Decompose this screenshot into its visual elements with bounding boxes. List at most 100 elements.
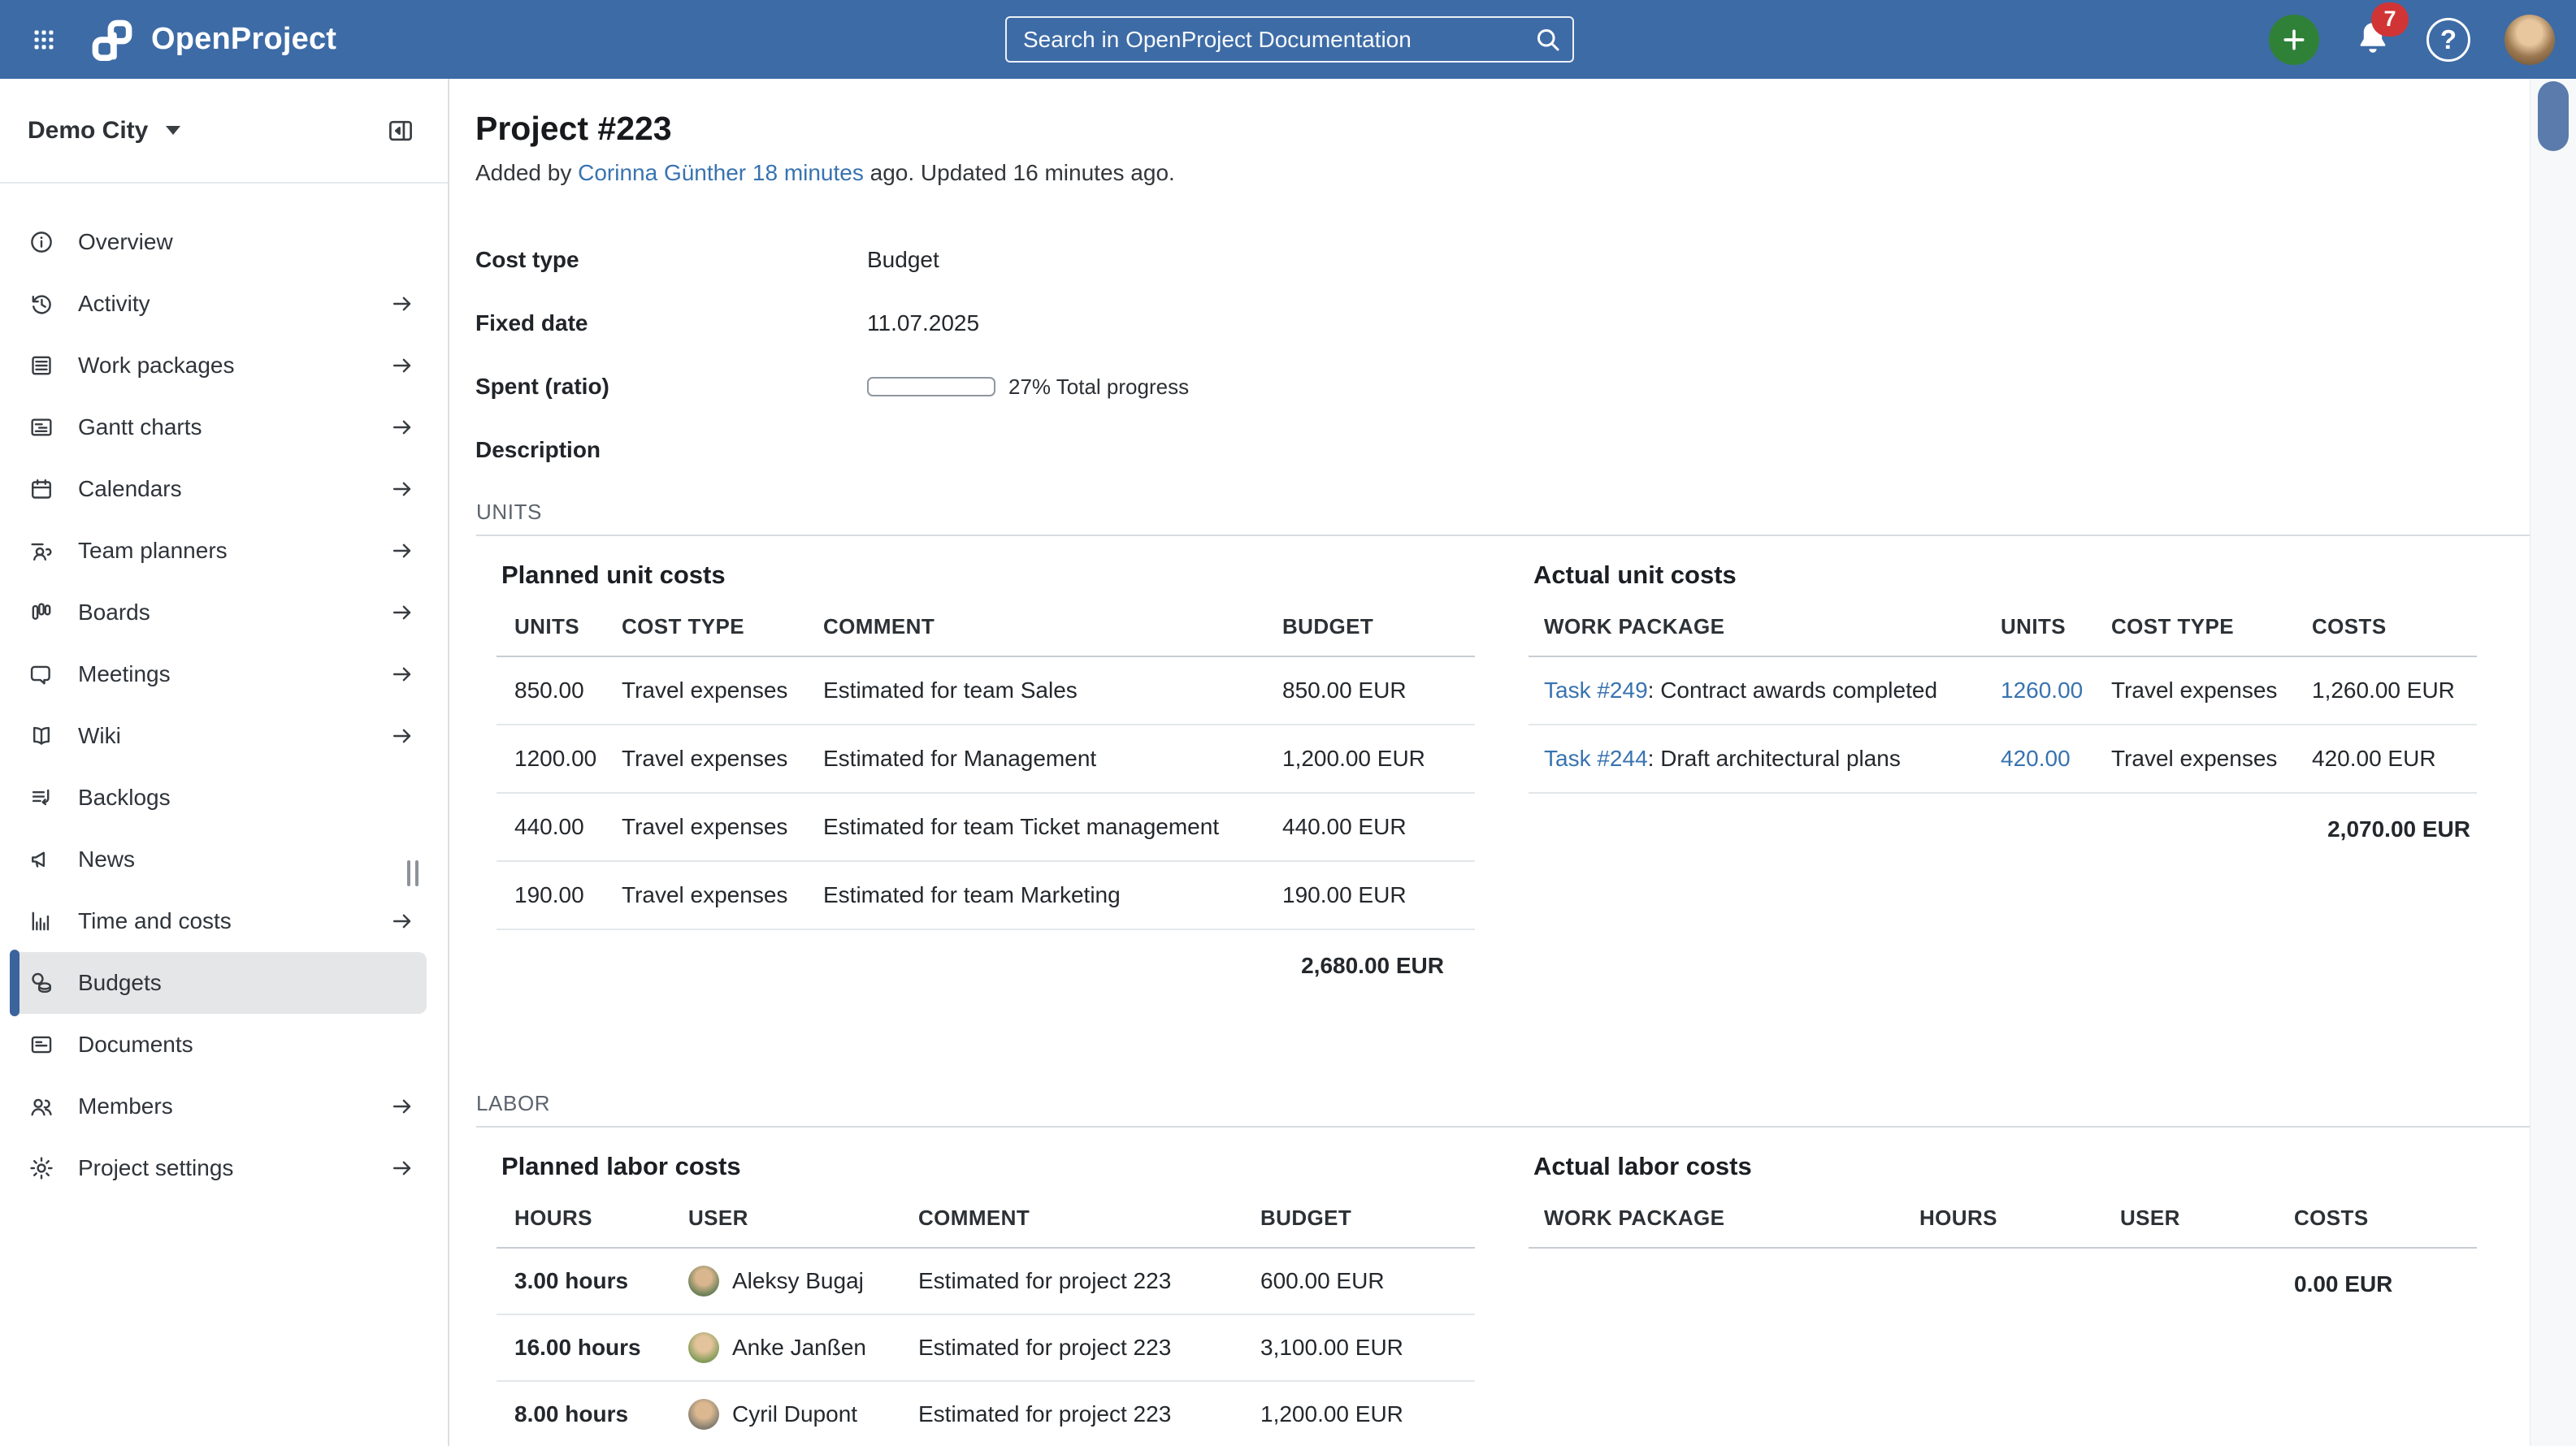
sidebar-item-budgets[interactable]: Budgets: [11, 952, 427, 1014]
col-header-cost-type: COST TYPE: [2111, 614, 2312, 656]
arrow-right-icon[interactable]: [389, 661, 415, 687]
avatar: [688, 1332, 719, 1363]
planned-labor-costs-table: HOURS USER COMMENT BUDGET 3.00 hours Ale…: [497, 1206, 1475, 1446]
project-selector[interactable]: Demo City: [0, 79, 448, 184]
sidebar-item-label: Team planners: [78, 538, 228, 564]
gear-icon: [28, 1154, 55, 1182]
cell-user: Aleksy Bugaj: [688, 1248, 918, 1314]
spent-ratio-label: Spent (ratio): [475, 374, 867, 400]
actual-unit-costs: Actual unit costs WORK PACKAGE UNITS COS…: [1529, 539, 2477, 995]
quick-add-button[interactable]: [2269, 15, 2319, 65]
sidebar-item-news[interactable]: News: [0, 829, 448, 890]
table-row: 16.00 hours Anke Janßen Estimated for pr…: [497, 1314, 1475, 1381]
collapse-sidebar-button[interactable]: [386, 116, 415, 145]
sidebar-item-meetings[interactable]: Meetings: [0, 643, 448, 705]
sidebar-item-label: News: [78, 846, 135, 872]
team-icon: [28, 537, 55, 565]
arrow-right-icon[interactable]: [389, 291, 415, 317]
byline-author-link[interactable]: Corinna Günther 18 minutes: [578, 160, 864, 185]
sidebar-nav: Overview Activity Work packages: [0, 184, 448, 1199]
sidebar-item-wiki[interactable]: Wiki: [0, 705, 448, 767]
app-grid-icon[interactable]: [31, 27, 57, 53]
task-link[interactable]: Task #249: [1544, 678, 1648, 703]
cell-user: Anke Janßen: [688, 1314, 918, 1381]
chevron-down-icon: [166, 126, 180, 135]
col-header-hours: HOURS: [497, 1206, 688, 1248]
task-link[interactable]: Task #244: [1544, 746, 1648, 771]
arrow-right-icon[interactable]: [389, 908, 415, 934]
sidebar-item-calendars[interactable]: Calendars: [0, 458, 448, 520]
sidebar-item-team-planners[interactable]: Team planners: [0, 520, 448, 582]
col-header-comment: COMMENT: [918, 1206, 1260, 1248]
cell-comment: Estimated for project 223: [918, 1248, 1260, 1314]
bar-chart-icon: [28, 907, 55, 935]
search-input[interactable]: [1005, 16, 1574, 63]
labor-section: LABOR Planned labor costs HOURS USER COM…: [451, 1091, 2530, 1446]
cell-units: 440.00: [497, 793, 622, 861]
user-avatar[interactable]: [2504, 15, 2555, 65]
avatar: [688, 1266, 719, 1297]
col-header-costs: COSTS: [2312, 614, 2477, 656]
task-subject: : Draft architectural plans: [1648, 746, 1901, 771]
actual-unit-costs-title: Actual unit costs: [1533, 561, 2477, 590]
col-header-cost-type: COST TYPE: [622, 614, 823, 656]
sidebar-item-overview[interactable]: Overview: [0, 211, 448, 273]
sidebar-item-label: Time and costs: [78, 908, 232, 934]
arrow-right-icon[interactable]: [389, 1093, 415, 1119]
table-row: Task #249: Contract awards completed 126…: [1529, 656, 2477, 725]
cell-units: 850.00: [497, 656, 622, 725]
book-icon: [28, 722, 55, 750]
units-link[interactable]: 420.00: [2001, 746, 2071, 771]
calendar-icon: [28, 475, 55, 503]
col-header-user: USER: [2120, 1206, 2294, 1248]
scrollbar-thumb[interactable]: [2538, 81, 2569, 151]
cell-units: 190.00: [497, 861, 622, 929]
units-link[interactable]: 1260.00: [2001, 678, 2083, 703]
sidebar-item-backlogs[interactable]: Backlogs: [0, 767, 448, 829]
notifications-button[interactable]: 7: [2353, 19, 2392, 61]
sidebar-item-project-settings[interactable]: Project settings: [0, 1137, 448, 1199]
project-name: Demo City: [28, 117, 148, 145]
arrow-right-icon[interactable]: [389, 1155, 415, 1181]
arrow-right-icon[interactable]: [389, 538, 415, 564]
col-header-user: USER: [688, 1206, 918, 1248]
cell-cost-type: Travel expenses: [622, 725, 823, 793]
sidebar-item-members[interactable]: Members: [0, 1076, 448, 1137]
sidebar-item-activity[interactable]: Activity: [0, 273, 448, 335]
cell-cost-type: Travel expenses: [622, 656, 823, 725]
sidebar-item-label: Activity: [78, 291, 150, 317]
top-bar-actions: 7 ?: [2269, 0, 2555, 79]
sidebar-item-documents[interactable]: Documents: [0, 1014, 448, 1076]
arrow-right-icon[interactable]: [389, 476, 415, 502]
sidebar-item-boards[interactable]: Boards: [0, 582, 448, 643]
table-row: 440.00 Travel expenses Estimated for tea…: [497, 793, 1475, 861]
section-divider: [476, 535, 2530, 536]
cell-budget: 850.00 EUR: [1282, 656, 1475, 725]
sidebar-item-gantt-charts[interactable]: Gantt charts: [0, 396, 448, 458]
boards-icon: [28, 599, 55, 626]
planned-labor-costs-title: Planned labor costs: [501, 1152, 1475, 1181]
arrow-right-icon[interactable]: [389, 414, 415, 440]
cell-comment: Estimated for team Sales: [823, 656, 1282, 725]
byline: Added by Corinna Günther 18 minutes ago.…: [475, 160, 2530, 186]
help-button[interactable]: ?: [2426, 18, 2470, 62]
search-icon[interactable]: [1533, 25, 1563, 54]
byline-suffix: ago. Updated 16 minutes ago.: [864, 160, 1175, 185]
arrow-right-icon[interactable]: [389, 600, 415, 626]
spent-ratio-value: 27% Total progress: [867, 374, 1189, 400]
sidebar-item-label: Backlogs: [78, 785, 171, 811]
cell-work-package: Task #249: Contract awards completed: [1529, 656, 2001, 725]
sidebar-resize-handle[interactable]: [407, 860, 418, 886]
col-header-hours: HOURS: [1919, 1206, 2120, 1248]
cell-cost-type: Travel expenses: [2111, 656, 2312, 725]
arrow-right-icon[interactable]: [389, 723, 415, 749]
openproject-logo[interactable]: OpenProject: [89, 17, 336, 63]
scrollbar-track[interactable]: [2530, 79, 2576, 1446]
sidebar-item-time-and-costs[interactable]: Time and costs: [0, 890, 448, 952]
fixed-date-value: 11.07.2025: [867, 310, 979, 336]
sidebar-item-work-packages[interactable]: Work packages: [0, 335, 448, 396]
arrow-right-icon[interactable]: [389, 353, 415, 379]
actual-labor-costs-table: WORK PACKAGE HOURS USER COSTS 0.00 EUR: [1529, 1206, 2477, 1314]
cell-work-package: Task #244: Draft architectural plans: [1529, 725, 2001, 793]
sidebar-item-label: Documents: [78, 1032, 193, 1058]
